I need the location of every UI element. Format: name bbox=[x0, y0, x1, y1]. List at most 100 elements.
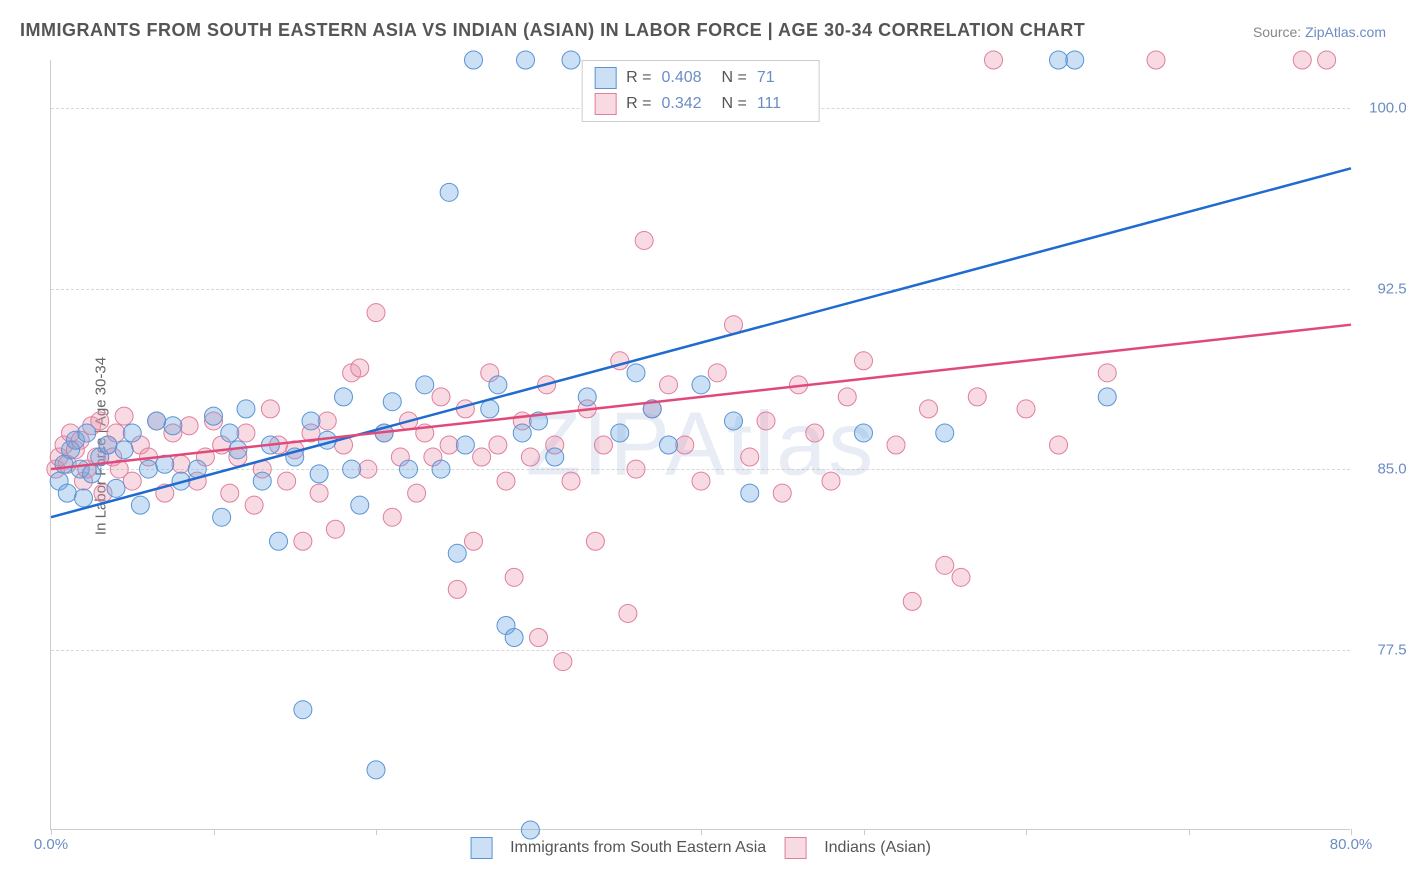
scatter-point bbox=[456, 436, 474, 454]
scatter-point bbox=[1293, 51, 1311, 69]
y-tick-label: 92.5% bbox=[1360, 280, 1406, 297]
scatter-point bbox=[855, 424, 873, 442]
scatter-point bbox=[294, 701, 312, 719]
scatter-point bbox=[505, 568, 523, 586]
scatter-point bbox=[578, 388, 596, 406]
scatter-point bbox=[359, 460, 377, 478]
legend-row-series1: R = 0.408 N = 71 bbox=[594, 65, 807, 91]
scatter-point bbox=[75, 489, 93, 507]
scatter-point bbox=[270, 532, 288, 550]
scatter-point bbox=[489, 436, 507, 454]
scatter-point bbox=[595, 436, 613, 454]
swatch-bottom-series2 bbox=[784, 837, 806, 859]
swatch-series2 bbox=[594, 93, 616, 115]
scatter-point bbox=[521, 448, 539, 466]
scatter-point bbox=[497, 472, 515, 490]
n-value-series2: 111 bbox=[757, 95, 807, 113]
scatter-point bbox=[115, 407, 133, 425]
scatter-point bbox=[806, 424, 824, 442]
scatter-point bbox=[952, 568, 970, 586]
scatter-point bbox=[635, 231, 653, 249]
scatter-point bbox=[757, 412, 775, 430]
scatter-point bbox=[253, 472, 271, 490]
scatter-point bbox=[440, 436, 458, 454]
scatter-point bbox=[481, 400, 499, 418]
scatter-point bbox=[416, 376, 434, 394]
scatter-point bbox=[554, 653, 572, 671]
scatter-point bbox=[627, 364, 645, 382]
scatter-point bbox=[367, 761, 385, 779]
x-tick-label: 0.0% bbox=[34, 836, 68, 853]
scatter-point bbox=[660, 436, 678, 454]
scatter-point bbox=[920, 400, 938, 418]
source-link[interactable]: ZipAtlas.com bbox=[1305, 24, 1386, 40]
x-tick bbox=[701, 829, 702, 835]
scatter-point bbox=[903, 592, 921, 610]
scatter-point bbox=[887, 436, 905, 454]
scatter-point bbox=[530, 629, 548, 647]
scatter-point bbox=[400, 460, 418, 478]
source-attribution: Source: ZipAtlas.com bbox=[1253, 24, 1386, 40]
scatter-point bbox=[58, 484, 76, 502]
scatter-point bbox=[586, 532, 604, 550]
r-value-series1: 0.408 bbox=[662, 69, 712, 87]
r-label: R = bbox=[626, 69, 651, 87]
x-tick bbox=[1189, 829, 1190, 835]
scatter-point bbox=[432, 388, 450, 406]
scatter-point bbox=[708, 364, 726, 382]
source-prefix: Source: bbox=[1253, 24, 1305, 40]
scatter-point bbox=[505, 629, 523, 647]
x-tick bbox=[1351, 829, 1352, 835]
scatter-point bbox=[245, 496, 263, 514]
scatter-point bbox=[448, 580, 466, 598]
scatter-point bbox=[123, 472, 141, 490]
scatter-point bbox=[335, 388, 353, 406]
scatter-point bbox=[968, 388, 986, 406]
x-tick bbox=[1026, 829, 1027, 835]
scatter-point bbox=[692, 376, 710, 394]
y-tick-label: 85.0% bbox=[1360, 461, 1406, 478]
scatter-point bbox=[83, 465, 101, 483]
scatter-point bbox=[383, 393, 401, 411]
scatter-point bbox=[123, 424, 141, 442]
scatter-svg bbox=[51, 60, 1350, 829]
scatter-point bbox=[302, 412, 320, 430]
scatter-point bbox=[310, 484, 328, 502]
r-label: R = bbox=[626, 95, 651, 113]
scatter-point bbox=[351, 359, 369, 377]
scatter-point bbox=[278, 472, 296, 490]
n-value-series1: 71 bbox=[757, 69, 807, 87]
x-tick-label: 80.0% bbox=[1330, 836, 1373, 853]
scatter-point bbox=[1050, 436, 1068, 454]
trend-line bbox=[51, 168, 1351, 517]
scatter-point bbox=[936, 556, 954, 574]
scatter-point bbox=[343, 460, 361, 478]
n-label: N = bbox=[722, 95, 747, 113]
scatter-point bbox=[448, 544, 466, 562]
chart-title: IMMIGRANTS FROM SOUTH EASTERN ASIA VS IN… bbox=[20, 20, 1085, 41]
scatter-point bbox=[180, 417, 198, 435]
y-tick-label: 77.5% bbox=[1360, 641, 1406, 658]
scatter-point bbox=[985, 51, 1003, 69]
scatter-point bbox=[213, 508, 231, 526]
scatter-point bbox=[221, 484, 239, 502]
x-tick bbox=[376, 829, 377, 835]
scatter-point bbox=[1066, 51, 1084, 69]
scatter-point bbox=[237, 400, 255, 418]
scatter-point bbox=[78, 424, 96, 442]
scatter-point bbox=[164, 417, 182, 435]
scatter-point bbox=[513, 424, 531, 442]
scatter-point bbox=[627, 460, 645, 478]
scatter-point bbox=[1050, 51, 1068, 69]
swatch-series1 bbox=[594, 67, 616, 89]
legend-correlation-box: R = 0.408 N = 71 R = 0.342 N = 111 bbox=[581, 60, 820, 122]
x-tick bbox=[214, 829, 215, 835]
scatter-point bbox=[115, 441, 133, 459]
scatter-point bbox=[546, 448, 564, 466]
scatter-point bbox=[725, 412, 743, 430]
x-tick bbox=[864, 829, 865, 835]
n-label: N = bbox=[722, 69, 747, 87]
legend-row-series2: R = 0.342 N = 111 bbox=[594, 91, 807, 117]
scatter-point bbox=[440, 183, 458, 201]
y-tick-label: 100.0% bbox=[1360, 100, 1406, 117]
